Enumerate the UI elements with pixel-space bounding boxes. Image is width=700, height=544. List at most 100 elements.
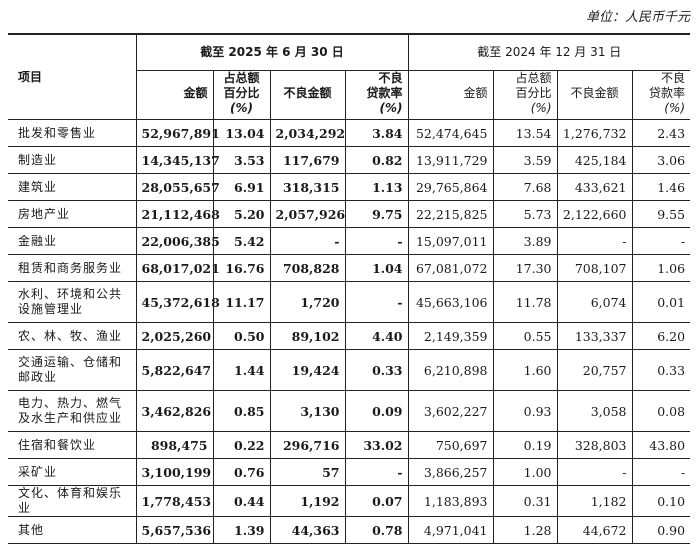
share-2025: 3.53 [212, 146, 271, 174]
industry-name: 批发和零售业 [8, 119, 137, 147]
table-row: 交通运输、仓储和邮政业 5,822,647 1.44 19,424 0.33 6,210,… [8, 349, 691, 391]
table-row: 建筑业 28,055,657 6.91 318,315 1.13 29,765,864 7.… [8, 173, 691, 201]
npl-amount-2024: 6,074 [556, 281, 633, 323]
npl-amount-2024: 44,672 [556, 516, 633, 544]
npl-rate-2024: - [631, 227, 691, 255]
header-rate-2025: 不良 贷款率 (%) [344, 70, 409, 120]
npl-rate-2024: 0.08 [631, 390, 691, 432]
npl-amount-2024: - [556, 458, 633, 486]
industry-name: 建筑业 [8, 173, 137, 201]
amount-2025: 14,345,137 [135, 146, 220, 174]
share-2024: 1.60 [492, 349, 558, 391]
amount-2024: 1,183,893 [407, 485, 494, 517]
amount-2024: 6,210,898 [407, 349, 494, 391]
npl-amount-2024: 328,803 [556, 431, 633, 459]
header-text: 占总额 [515, 71, 552, 85]
npl-rate-2024: 43.80 [631, 431, 691, 459]
header-period-2024: 截至 2024 年 12 月 31 日 [407, 33, 691, 71]
industry-name: 其他 [8, 516, 137, 544]
npl-rate-2024: 0.33 [631, 349, 691, 391]
table-row: 电力、热力、燃气及水生产和供应业 3,462,826 0.85 3,130 0.09 3,… [8, 390, 691, 432]
npl-amount-2024: 3,058 [556, 390, 633, 432]
header-rate-2024: 不良 贷款率 (%) [631, 70, 691, 120]
header-text: 百分比 [515, 86, 552, 100]
industry-name: 农、林、牧、渔业 [8, 322, 137, 350]
amount-2024: 22,215,825 [407, 200, 494, 228]
share-2024: 0.93 [492, 390, 558, 432]
amount-2025: 3,462,826 [135, 390, 214, 432]
npl-rate-2025: 0.07 [344, 485, 409, 517]
loan-by-industry-table: 项目 截至 2025 年 6 月 30 日 截至 2024 年 12 月 31 … [8, 33, 691, 544]
header-text: 金额 [183, 86, 208, 100]
share-2024: 7.68 [492, 173, 558, 201]
npl-amount-2024: 1,276,732 [556, 119, 633, 147]
amount-2025: 1,778,453 [135, 485, 214, 517]
npl-amount-2024: 133,337 [556, 322, 633, 350]
share-2024: 3.89 [492, 227, 558, 255]
header-text: (%) [230, 101, 253, 115]
npl-rate-2025: 0.78 [344, 516, 409, 544]
share-2025: 16.76 [212, 254, 271, 282]
header-text: 贷款率 [649, 86, 686, 100]
npl-amount-2025: 44,363 [269, 516, 346, 544]
share-2025: 0.50 [212, 322, 271, 350]
npl-rate-2024: - [631, 458, 691, 486]
amount-2025: 2,025,260 [135, 322, 214, 350]
header-text: (%) [664, 101, 686, 115]
share-2024: 5.73 [492, 200, 558, 228]
npl-amount-2025: 1,192 [269, 485, 346, 517]
npl-rate-2025: - [344, 458, 409, 486]
amount-2025: 5,822,647 [135, 349, 214, 391]
npl-amount-2025: 296,716 [269, 431, 346, 459]
industry-name: 租赁和商务服务业 [8, 254, 137, 282]
amount-2025: 898,475 [135, 431, 214, 459]
share-2024: 0.19 [492, 431, 558, 459]
header-text: 不良金额 [570, 86, 619, 100]
header-npl-2024: 不良金额 [556, 70, 633, 120]
industry-name: 房地产业 [8, 200, 137, 228]
industry-name: 住宿和餐饮业 [8, 431, 137, 459]
share-2024: 17.30 [492, 254, 558, 282]
npl-amount-2025: 708,828 [269, 254, 346, 282]
npl-rate-2024: 2.43 [631, 119, 691, 147]
npl-rate-2025: 1.13 [344, 173, 409, 201]
share-2025: 1.44 [212, 349, 271, 391]
npl-rate-2024: 1.06 [631, 254, 691, 282]
table-row: 制造业 14,345,137 3.53 117,679 0.82 13,911,729 3.… [8, 146, 691, 174]
npl-rate-2025: 1.04 [344, 254, 409, 282]
amount-2024: 4,971,041 [407, 516, 494, 544]
amount-2024: 3,866,257 [407, 458, 494, 486]
npl-amount-2024: 708,107 [556, 254, 633, 282]
npl-rate-2025: - [344, 227, 409, 255]
amount-2024: 2,149,359 [407, 322, 494, 350]
amount-2025: 68,017,021 [135, 254, 220, 282]
table-row: 住宿和餐饮业 898,475 0.22 296,716 33.02 750,697 0.19… [8, 431, 691, 459]
npl-rate-2024: 0.01 [631, 281, 691, 323]
table-row: 农、林、牧、渔业 2,025,260 0.50 89,102 4.40 2,149,359… [8, 322, 691, 350]
amount-2024: 15,097,011 [407, 227, 494, 255]
amount-2024: 29,765,864 [407, 173, 494, 201]
header-text: 金额 [463, 86, 488, 100]
npl-rate-2024: 3.06 [631, 146, 691, 174]
npl-amount-2025: - [269, 227, 346, 255]
share-2025: 1.39 [212, 516, 271, 544]
header-period-2025: 截至 2025 年 6 月 30 日 [135, 33, 409, 71]
npl-rate-2024: 0.10 [631, 485, 691, 517]
amount-2025: 28,055,657 [135, 173, 220, 201]
npl-rate-2024: 6.20 [631, 322, 691, 350]
amount-2024: 45,663,106 [407, 281, 494, 323]
npl-amount-2025: 2,034,292 [269, 119, 346, 147]
npl-rate-2025: 0.33 [344, 349, 409, 391]
table-row: 采矿业 3,100,199 0.76 57-3,866,257 1.00- - [8, 458, 691, 486]
npl-amount-2025: 19,424 [269, 349, 346, 391]
npl-amount-2024: - [556, 227, 633, 255]
share-2024: 1.28 [492, 516, 558, 544]
share-2025: 6.91 [212, 173, 271, 201]
share-2024: 1.00 [492, 458, 558, 486]
header-share-2025: 占总额 百分比 (%) [212, 70, 271, 120]
header-item: 项目 [8, 33, 137, 120]
table-row: 其他 5,657,536 1.39 44,363 0.78 4,971,041 1.28 44… [8, 516, 691, 544]
industry-name: 电力、热力、燃气及水生产和供应业 [8, 390, 137, 432]
header-text: 贷款率 [366, 86, 403, 100]
npl-amount-2025: 318,315 [269, 173, 346, 201]
